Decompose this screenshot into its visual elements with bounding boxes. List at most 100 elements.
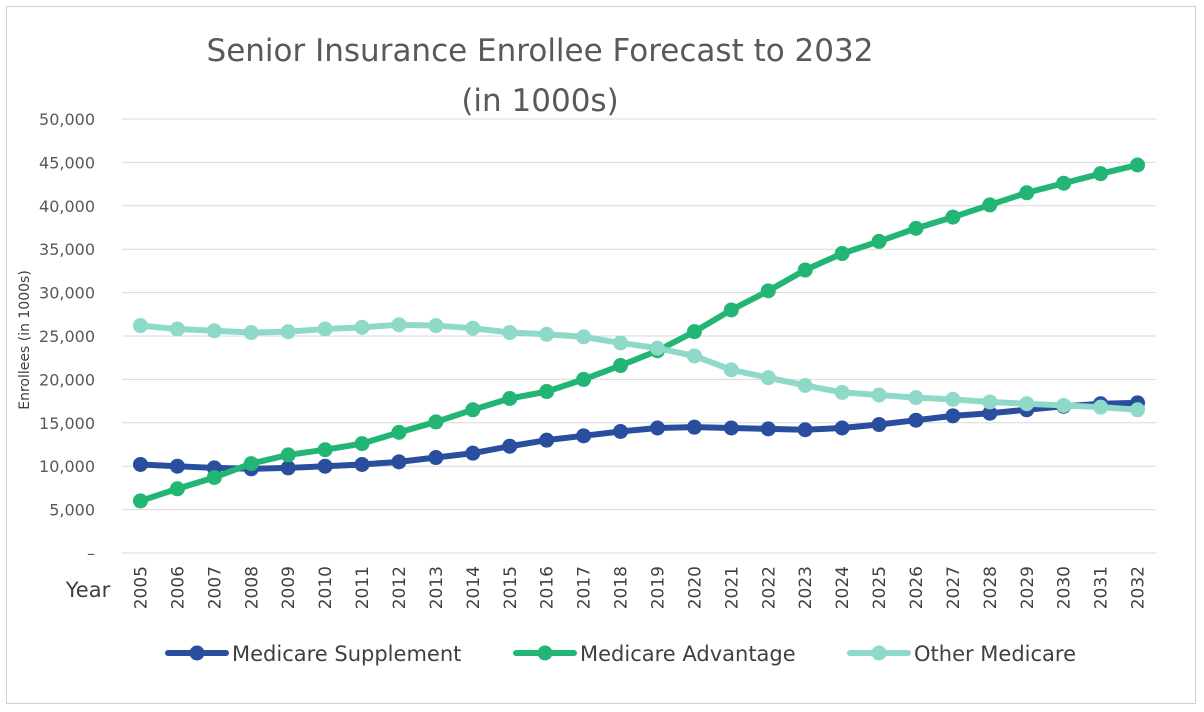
x-axis-ticks: 2005 2006 2007 2008 2009 2010 2011 2012 2013 2014… xyxy=(131,566,1148,609)
data-point xyxy=(982,197,998,213)
data-point xyxy=(502,325,518,341)
data-point xyxy=(723,362,739,378)
x-tick-label: 2018 xyxy=(612,566,632,609)
legend-label: Other Medicare xyxy=(914,642,1076,666)
data-point xyxy=(502,438,518,454)
data-point xyxy=(945,391,961,407)
y-tick-label: 30,000 xyxy=(39,284,95,303)
x-tick-label: 2021 xyxy=(722,566,742,609)
y-tick-label: 20,000 xyxy=(39,370,95,389)
series-line xyxy=(137,399,1141,472)
x-tick-label: 2017 xyxy=(575,566,595,609)
data-point xyxy=(760,283,776,299)
series-other-medicare xyxy=(132,317,1146,418)
x-tick-label: 2026 xyxy=(907,566,927,609)
y-tick-label: 35,000 xyxy=(39,240,95,259)
x-tick-label: 2027 xyxy=(944,566,964,609)
data-point xyxy=(428,414,444,430)
x-tick-label: 2015 xyxy=(501,566,521,609)
x-tick-label: 2013 xyxy=(427,566,447,609)
data-point xyxy=(945,408,961,424)
x-tick-label: 2029 xyxy=(1018,566,1038,609)
data-point xyxy=(1130,402,1146,418)
data-point xyxy=(465,402,481,418)
series-group xyxy=(132,157,1146,509)
x-tick-label: 2007 xyxy=(205,566,225,609)
y-tick-label: 10,000 xyxy=(39,457,95,476)
data-point xyxy=(649,420,665,436)
data-point xyxy=(1093,399,1109,415)
y-tick-label: 45,000 xyxy=(39,153,95,172)
data-point xyxy=(760,370,776,386)
data-point xyxy=(317,458,333,474)
x-tick-label: 2010 xyxy=(316,566,336,609)
legend-label: Medicare Advantage xyxy=(580,642,796,666)
data-point xyxy=(686,324,702,340)
data-point xyxy=(391,424,407,440)
data-point xyxy=(280,324,296,340)
y-axis-ticks: – 5,000 10,000 15,000 20,000 25,000 30,000 35,0… xyxy=(39,110,95,563)
series-medicare-supplement xyxy=(132,395,1146,477)
x-tick-label: 2028 xyxy=(981,566,1001,609)
x-tick-label: 2005 xyxy=(131,566,151,609)
data-point xyxy=(649,340,665,356)
gridlines xyxy=(122,118,1156,554)
data-point xyxy=(465,445,481,461)
legend-item: Medicare Supplement xyxy=(165,642,461,666)
x-tick-label: 2009 xyxy=(279,566,299,609)
data-point xyxy=(317,442,333,458)
legend-item: Other Medicare xyxy=(847,642,1076,666)
legend-label: Medicare Supplement xyxy=(232,642,461,666)
x-tick-label: 2020 xyxy=(685,566,705,609)
data-point xyxy=(871,233,887,249)
data-point xyxy=(243,325,259,341)
data-point xyxy=(871,387,887,403)
x-tick-label: 2023 xyxy=(796,566,816,609)
data-point xyxy=(1056,175,1072,191)
data-point xyxy=(280,460,296,476)
data-point xyxy=(797,422,813,438)
data-point xyxy=(576,371,592,387)
data-point xyxy=(723,420,739,436)
data-point xyxy=(354,319,370,335)
data-point xyxy=(206,469,222,485)
data-point xyxy=(686,419,702,435)
data-point xyxy=(908,220,924,236)
data-point xyxy=(1019,185,1035,201)
data-point xyxy=(982,405,998,421)
legend-swatch-marker xyxy=(537,645,553,661)
data-point xyxy=(354,436,370,452)
x-tick-label: 2031 xyxy=(1092,566,1112,609)
x-tick-label: 2019 xyxy=(648,566,668,609)
data-point xyxy=(1056,397,1072,413)
data-point xyxy=(945,209,961,225)
data-point xyxy=(428,318,444,334)
legend-swatch-marker xyxy=(189,645,205,661)
data-point xyxy=(834,246,850,262)
data-point xyxy=(317,321,333,337)
data-point xyxy=(169,458,185,474)
data-point xyxy=(465,320,481,336)
data-point xyxy=(982,394,998,410)
data-point xyxy=(428,450,444,466)
data-point xyxy=(1019,396,1035,412)
series-line xyxy=(137,162,1141,504)
x-tick-label: 2008 xyxy=(242,566,262,609)
data-point xyxy=(1130,157,1146,173)
data-point xyxy=(169,321,185,337)
data-point xyxy=(1093,166,1109,182)
chart-subtitle: (in 1000s) xyxy=(461,83,618,119)
y-tick-label: 40,000 xyxy=(39,197,95,216)
x-tick-label: 2006 xyxy=(168,566,188,609)
chart-frame xyxy=(6,6,1196,704)
data-point xyxy=(834,420,850,436)
data-point xyxy=(502,390,518,406)
data-point xyxy=(797,262,813,278)
data-point xyxy=(760,421,776,437)
x-tick-label: 2016 xyxy=(538,566,558,609)
data-point xyxy=(132,493,148,509)
legend-swatch-marker xyxy=(871,645,887,661)
data-point xyxy=(391,454,407,470)
x-tick-label: 2014 xyxy=(464,566,484,609)
x-tick-label: 2022 xyxy=(759,566,779,609)
